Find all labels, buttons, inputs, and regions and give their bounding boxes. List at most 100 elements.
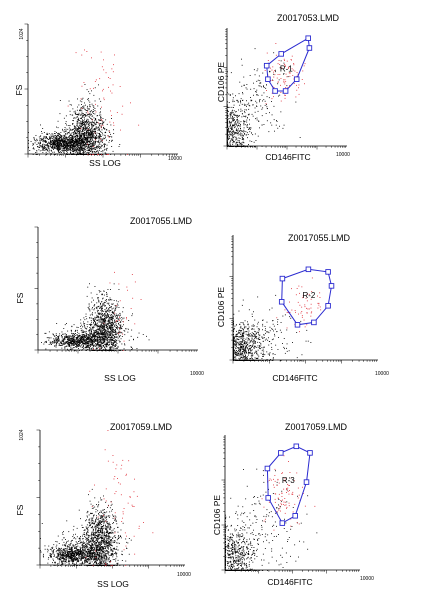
event-point [100, 340, 102, 342]
event-point [73, 340, 75, 342]
event-point [86, 107, 88, 109]
event-point [259, 101, 260, 103]
event-point [36, 154, 38, 155]
event-point [62, 148, 64, 150]
event-point [78, 104, 80, 106]
event-point [91, 317, 93, 319]
event-point [42, 140, 44, 142]
event-point [51, 144, 53, 145]
event-point [290, 59, 292, 60]
event-point [266, 104, 267, 106]
gate-vertex-handle[interactable] [282, 88, 289, 94]
event-point [95, 334, 97, 336]
event-point [99, 329, 101, 331]
event-point [84, 118, 85, 120]
event-point [59, 342, 61, 344]
event-point [105, 343, 107, 345]
event-point [227, 123, 228, 125]
event-point [112, 324, 113, 326]
event-point [28, 132, 29, 133]
event-point [108, 315, 109, 317]
event-point [71, 114, 73, 116]
event-point [69, 143, 71, 145]
event-point [70, 342, 72, 344]
event-point [119, 350, 121, 351]
gate-vertex-handle[interactable] [278, 51, 284, 57]
event-point [227, 126, 228, 128]
event-point [113, 350, 115, 351]
event-point [87, 122, 89, 124]
gate-vertex-handle[interactable] [293, 76, 300, 82]
event-point [39, 143, 41, 145]
event-point [239, 144, 241, 146]
event-point [91, 342, 93, 344]
event-point [54, 141, 55, 143]
gate-vertex-handle[interactable] [305, 35, 311, 41]
event-point [119, 315, 121, 317]
event-point [83, 151, 85, 153]
event-point [61, 331, 63, 333]
event-point [83, 148, 85, 149]
event-point [64, 148, 66, 150]
event-point [231, 129, 232, 131]
gate-vertex-handle[interactable] [263, 62, 270, 69]
event-point [67, 143, 68, 145]
event-point [262, 100, 263, 102]
event-point [87, 125, 89, 127]
event-point [267, 60, 269, 61]
event-point [263, 99, 265, 101]
event-point [54, 143, 56, 145]
event-point [232, 137, 234, 139]
event-point [95, 149, 97, 150]
event-point [100, 328, 102, 330]
event-point [93, 320, 95, 321]
event-point [60, 341, 62, 342]
event-point [84, 342, 86, 344]
event-point [239, 141, 240, 143]
event-point [53, 151, 55, 153]
event-point [66, 335, 68, 337]
event-point [124, 330, 126, 332]
event-point [266, 106, 268, 108]
event-point [256, 106, 258, 107]
event-point [79, 128, 81, 130]
event-point [72, 140, 73, 142]
event-point [227, 101, 228, 103]
event-point [241, 142, 243, 144]
event-point [278, 95, 279, 97]
gate-vertex-handle[interactable] [272, 88, 278, 94]
event-point [57, 134, 59, 136]
event-point [249, 105, 251, 107]
event-point [71, 343, 73, 345]
event-point [68, 132, 70, 133]
event-point [60, 145, 62, 147]
event-point [107, 320, 109, 322]
event-point [95, 122, 97, 124]
event-point [62, 141, 64, 143]
event-point [78, 344, 79, 345]
event-point [94, 132, 96, 134]
event-point [98, 329, 100, 331]
event-point [55, 143, 57, 145]
event-point [103, 143, 105, 145]
event-point [266, 108, 268, 109]
event-point [84, 343, 86, 345]
event-point [106, 325, 107, 327]
event-point [115, 317, 117, 319]
event-point [230, 112, 231, 114]
event-point [80, 134, 82, 136]
event-point [77, 345, 78, 347]
event-point [100, 114, 102, 116]
event-point [111, 343, 113, 345]
event-point [75, 149, 77, 151]
event-point [233, 117, 235, 118]
event-point [237, 101, 239, 103]
gate-vertex-handle[interactable] [306, 45, 313, 51]
event-point [88, 342, 90, 344]
gate-vertex-handle[interactable] [265, 76, 271, 82]
event-point [109, 327, 111, 329]
event-point [81, 150, 83, 151]
event-point [270, 122, 272, 124]
event-point [92, 335, 93, 336]
event-point [99, 339, 101, 341]
